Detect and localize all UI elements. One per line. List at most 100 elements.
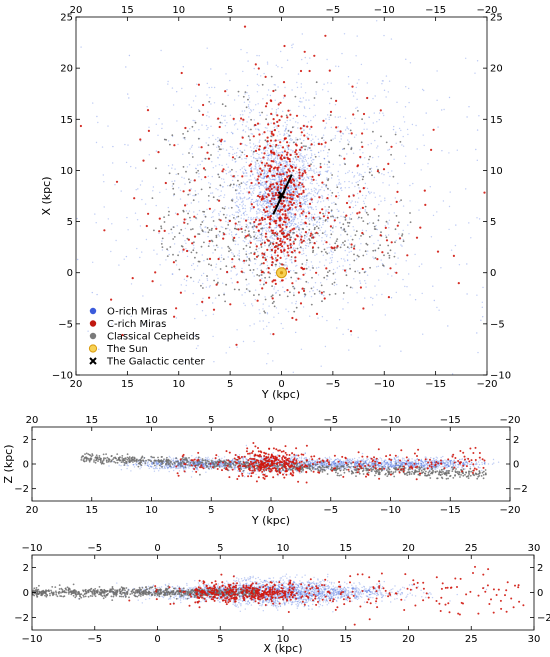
o-rich-point: [310, 149, 313, 152]
o-rich-point: [366, 253, 368, 255]
o-rich-point: [238, 236, 240, 239]
o-rich-point: [294, 199, 296, 202]
o-rich-point: [289, 191, 291, 193]
o-rich-point: [287, 269, 289, 271]
o-rich-point: [327, 155, 329, 157]
o-rich-point: [427, 163, 429, 165]
o-rich-point: [362, 152, 364, 154]
o-rich-point: [172, 104, 175, 106]
o-rich-point: [352, 152, 355, 154]
o-rich-point: [314, 254, 316, 256]
cepheid-point: [188, 178, 190, 181]
o-rich-point: [263, 148, 265, 151]
o-rich-point: [262, 206, 265, 209]
c-rich-point: [292, 183, 295, 186]
o-rich-point: [303, 160, 305, 163]
o-rich-point: [334, 116, 336, 118]
c-rich-point: [219, 219, 222, 222]
o-rich-point: [388, 184, 390, 186]
o-rich-point: [266, 199, 268, 202]
o-rich-point: [272, 171, 275, 174]
o-rich-point: [518, 269, 519, 270]
o-rich-point: [307, 121, 310, 123]
cepheid-point: [260, 246, 263, 248]
o-rich-point: [322, 134, 325, 136]
o-rich-point: [318, 235, 320, 237]
o-rich-point: [436, 306, 438, 309]
c-rich-point: [398, 237, 402, 240]
o-rich-point: [254, 179, 257, 181]
o-rich-point: [283, 229, 285, 232]
cepheid-point: [342, 241, 344, 244]
c-rich-point: [262, 256, 265, 259]
o-rich-point: [256, 268, 259, 270]
o-rich-point: [296, 191, 298, 193]
o-rich-point: [308, 170, 310, 172]
o-rich-point: [300, 208, 303, 210]
o-rich-point: [221, 178, 223, 180]
o-rich-point: [302, 213, 304, 216]
o-rich-point: [265, 229, 267, 231]
o-rich-point: [266, 199, 268, 201]
cepheid-point: [248, 290, 251, 293]
o-rich-point: [356, 292, 358, 294]
c-rich-point: [352, 194, 355, 197]
o-rich-point: [425, 467, 427, 469]
o-rich-point: [253, 119, 255, 121]
o-rich-point: [309, 149, 312, 152]
cepheid-point: [237, 221, 240, 223]
o-rich-point: [287, 212, 289, 214]
o-rich-point: [263, 176, 265, 179]
o-rich-point: [350, 334, 352, 336]
cepheid-point: [308, 147, 311, 149]
o-rich-point: [338, 265, 341, 267]
o-rich-point: [269, 250, 271, 252]
o-rich-point: [231, 146, 233, 148]
o-rich-point: [270, 122, 272, 124]
c-rich-point: [345, 201, 349, 205]
c-rich-point: [273, 129, 276, 132]
o-rich-point: [266, 127, 268, 129]
o-rich-point: [125, 66, 127, 68]
cepheid-point: [170, 228, 173, 231]
o-rich-point: [270, 190, 273, 193]
o-rich-point: [268, 154, 270, 157]
o-rich-point: [260, 191, 262, 193]
o-rich-point: [198, 129, 200, 131]
c-rich-point: [268, 226, 271, 229]
o-rich-point: [304, 244, 307, 247]
cepheid-point: [358, 272, 361, 274]
o-rich-point: [238, 252, 240, 254]
o-rich-point: [296, 439, 297, 440]
o-rich-point: [357, 218, 359, 220]
o-rich-point: [191, 264, 193, 267]
cepheid-point: [182, 209, 185, 212]
o-rich-point: [376, 121, 378, 123]
o-rich-point: [303, 196, 305, 198]
o-rich-point: [378, 112, 381, 114]
o-rich-point: [311, 180, 313, 182]
o-rich-point: [217, 233, 219, 236]
c-rich-point: [240, 117, 243, 120]
o-rich-point: [358, 238, 361, 240]
o-rich-point: [310, 160, 313, 162]
o-rich-point: [283, 181, 285, 184]
o-rich-point: [310, 157, 312, 159]
o-rich-point: [265, 146, 268, 149]
o-rich-point: [243, 241, 246, 243]
cepheid-point: [262, 283, 265, 286]
o-rich-point: [182, 235, 184, 237]
cepheid-point: [273, 300, 275, 303]
cepheid-point: [218, 176, 221, 179]
o-rich-point: [443, 108, 445, 111]
c-rich-point: [376, 170, 379, 173]
o-rich-point: [250, 218, 252, 220]
o-rich-point: [420, 464, 422, 467]
c-rich-point: [239, 142, 242, 145]
o-rich-point: [242, 70, 244, 73]
cepheid-point: [316, 225, 318, 228]
o-rich-point: [257, 162, 259, 165]
cepheid-point: [264, 257, 266, 259]
o-rich-point: [262, 320, 264, 322]
o-rich-point: [277, 177, 280, 179]
